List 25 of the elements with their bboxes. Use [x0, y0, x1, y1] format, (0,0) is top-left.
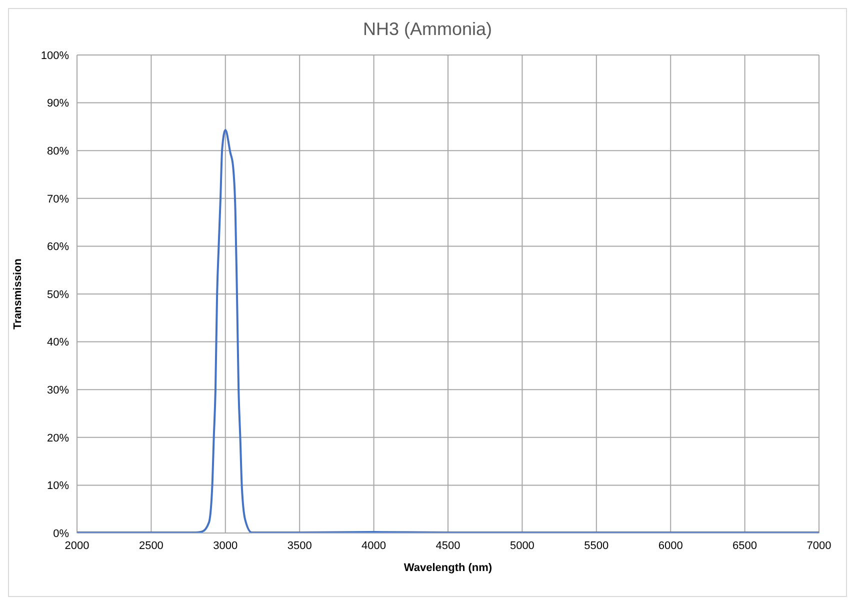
x-tick-label: 6000: [658, 540, 683, 552]
y-tick-label: 50%: [46, 288, 70, 301]
y-tick-label: 0%: [53, 528, 70, 540]
x-tick-label: 2500: [138, 540, 164, 552]
x-axis-title: Wavelength (nm): [404, 562, 492, 574]
x-tick-label: 4000: [362, 540, 386, 552]
y-tick-label: 90%: [46, 98, 70, 110]
y-tick-label: 60%: [46, 241, 70, 254]
y-tick-label: 80%: [46, 146, 70, 158]
y-tick-label: 70%: [46, 193, 70, 206]
x-tick-label: 6500: [732, 540, 758, 552]
y-tick-label: 100%: [40, 50, 70, 62]
x-tick-label: 5000: [510, 540, 534, 552]
x-tick-label: 4500: [436, 540, 460, 552]
y-tick-label: 10%: [46, 480, 70, 492]
y-tick-label: 30%: [46, 384, 70, 397]
y-axis-title: Transmission: [12, 258, 24, 330]
x-tick-label: 2000: [64, 540, 90, 552]
chart-title: NH3 (Ammonia): [362, 19, 494, 41]
y-tick-label: 20%: [46, 432, 70, 444]
y-tick-label: 40%: [46, 336, 70, 349]
x-tick-label: 3000: [213, 540, 238, 552]
x-tick-label: 3500: [287, 540, 312, 552]
x-tick-label: 5500: [584, 540, 609, 552]
x-tick-label: 7000: [806, 540, 832, 552]
